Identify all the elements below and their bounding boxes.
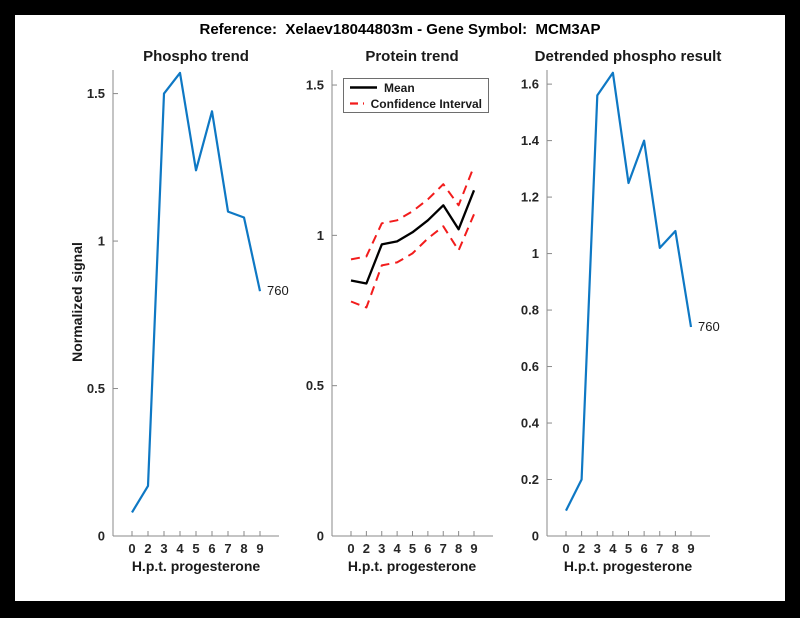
y-tick-label: 0.8 [521, 303, 539, 318]
x-tick-label: 3 [378, 541, 385, 556]
charts-svg: 00.511.50 2 3 4 5 6 7 8 900.511.50 2 3 4 5 6 7 8 900.20.… [87, 70, 710, 556]
y-axis-label-normalized-signal: Normalized signal [69, 242, 85, 362]
x-tick-label: 9 [256, 541, 263, 556]
x-axis-label-phospho: H.p.t. progesterone [131, 558, 261, 574]
y-tick-label: 0.5 [87, 381, 105, 396]
legend-label-mean: Mean [384, 80, 415, 95]
subplot-1: 00.511.50 2 3 4 5 6 7 8 9 [306, 70, 493, 556]
x-tick-label: 7 [656, 541, 663, 556]
x-tick-label: 4 [176, 541, 184, 556]
x-tick-label: 2 [578, 541, 585, 556]
x-tick-label: 4 [394, 541, 402, 556]
x-tick-label: 2 [144, 541, 151, 556]
y-tick-label: 1.4 [521, 133, 540, 148]
x-tick-label: 6 [641, 541, 648, 556]
legend: Mean Confidence Interval [343, 78, 489, 113]
x-tick-label: 7 [440, 541, 447, 556]
legend-label-confidence-interval: Confidence Interval [370, 96, 482, 111]
x-tick-label: 5 [625, 541, 632, 556]
x-axis-label-detrended: H.p.t. progesterone [563, 558, 693, 574]
plot-title-protein-trend: Protein trend [365, 48, 459, 65]
y-tick-label: 0 [317, 529, 324, 544]
x-tick-label: 0 [128, 541, 135, 556]
x-tick-label: 8 [672, 541, 679, 556]
y-tick-label: 1 [98, 234, 105, 249]
endpoint-label-760-phospho: 760 [267, 283, 289, 299]
x-tick-label: 0 [562, 541, 569, 556]
x-tick-label: 2 [363, 541, 370, 556]
legend-row-mean: Mean [350, 81, 482, 95]
x-tick-label: 9 [687, 541, 694, 556]
x-tick-label: 6 [424, 541, 431, 556]
x-tick-label: 8 [240, 541, 247, 556]
figure-title: Reference: Xelaev18044803m - Gene Symbol… [199, 21, 601, 38]
x-tick-label: 5 [192, 541, 199, 556]
series-line-detrended-phospho-signal [565, 71, 693, 512]
subplot-0: 00.511.50 2 3 4 5 6 7 8 9 [87, 70, 279, 556]
y-tick-label: 1.2 [521, 190, 539, 205]
x-tick-label: 6 [208, 541, 215, 556]
y-tick-label: 1.6 [521, 77, 539, 92]
legend-row-confidence-interval: Confidence Interval [350, 97, 482, 111]
x-tick-label: 9 [470, 541, 477, 556]
x-tick-label: 7 [224, 541, 231, 556]
y-tick-label: 0.2 [521, 472, 539, 487]
legend-mean-line-icon [350, 86, 377, 89]
y-tick-label: 0.4 [521, 416, 540, 431]
y-tick-label: 1.5 [87, 86, 105, 101]
y-tick-label: 0.5 [306, 378, 324, 393]
x-tick-label: 8 [455, 541, 462, 556]
x-tick-label: 5 [409, 541, 416, 556]
y-tick-label: 1 [532, 246, 539, 261]
y-tick-label: 0 [98, 529, 105, 544]
series-line-ci-lower [350, 213, 475, 309]
x-tick-label: 4 [609, 541, 617, 556]
plot-title-phospho-trend: Phospho trend [143, 48, 249, 65]
figure-canvas: Reference: Xelaev18044803m - Gene Symbol… [15, 15, 785, 601]
y-tick-label: 0.6 [521, 359, 539, 374]
x-tick-label: 3 [594, 541, 601, 556]
series-line-mean [350, 189, 476, 285]
y-tick-label: 0 [532, 529, 539, 544]
series-line-phospho-signal [131, 71, 262, 513]
x-tick-label: 3 [160, 541, 167, 556]
x-axis-label-protein: H.p.t. progesterone [347, 558, 477, 574]
y-tick-label: 1 [317, 228, 324, 243]
plot-title-detrended: Detrended phospho result [534, 48, 722, 65]
subplot-2: 00.20.40.60.811.21.41.60 2 3 4 5 6 7 8 9 [521, 70, 710, 556]
legend-ci-dashed-line-icon [350, 102, 364, 105]
y-tick-label: 1.5 [306, 78, 324, 93]
x-tick-label: 0 [347, 541, 354, 556]
endpoint-label-760-detrended: 760 [698, 319, 720, 334]
